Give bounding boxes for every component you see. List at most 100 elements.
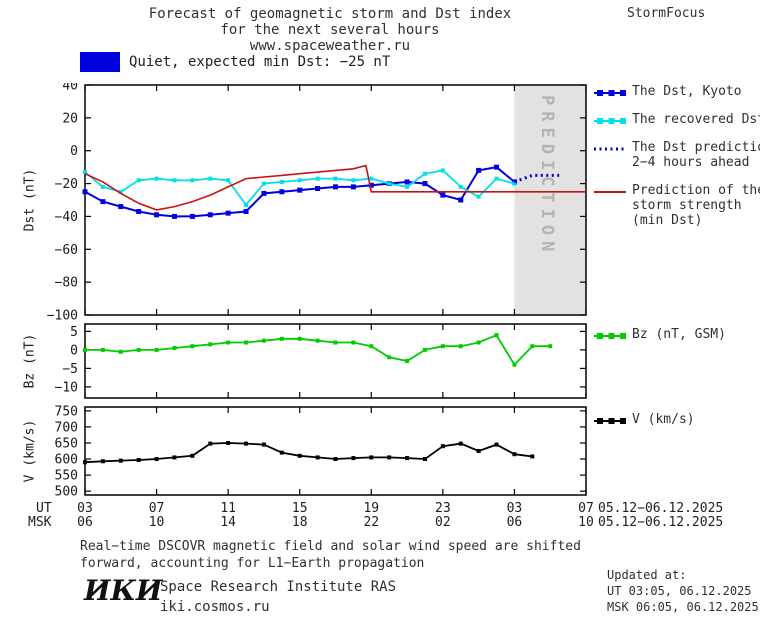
x-tick-label: 10	[578, 515, 594, 530]
marker-dst-kyoto	[476, 167, 482, 173]
updated-time-ut: UT 03:05, 06.12.2025	[607, 584, 752, 598]
legend-swatch-bz	[594, 333, 626, 339]
ut-tick-row: UT 05.12−06.12.2025 03 07 11 15 19 23 03 07	[0, 501, 760, 517]
marker-dst-kyoto	[100, 199, 106, 205]
marker-recovered-dst	[279, 179, 284, 184]
marker-v	[279, 450, 284, 455]
legend-item-v: V (km/s)	[594, 412, 695, 427]
updated-block: Updated at: UT 03:05, 06.12.2025 MSK 06:…	[607, 567, 759, 615]
msk-axis-name: MSK	[28, 515, 52, 530]
bz-chart: 5 0 −5 −10	[55, 323, 587, 399]
x-tick-label: 14	[220, 515, 236, 530]
y-tick-label: 550	[55, 469, 78, 484]
legend-label-storm-strength: Prediction of the storm strength (min Dst)	[632, 183, 760, 228]
y-tick-label: −60	[55, 243, 78, 258]
x-tick-label: 11	[220, 501, 236, 516]
marker-bz	[261, 338, 266, 343]
x-tick-label: 07	[578, 501, 594, 516]
dst-axis-label: Dst (nT)	[22, 168, 38, 232]
marker-bz	[405, 359, 410, 363]
marker-dst-kyoto	[82, 189, 88, 195]
plot-frame	[84, 84, 587, 316]
legend-swatch-recovered-dst	[594, 118, 626, 124]
storm-level-swatch	[80, 52, 120, 72]
marker-dst-kyoto	[368, 182, 374, 188]
marker-bz	[458, 344, 463, 349]
marker-dst-kyoto	[440, 192, 446, 198]
marker-bz	[172, 346, 177, 351]
y-tick-label: 0	[70, 343, 78, 358]
marker-bz	[476, 340, 481, 345]
y-tick-label: 0	[70, 144, 78, 159]
marker-recovered-dst	[297, 178, 302, 183]
marker-v	[118, 458, 123, 463]
ut-date-range: 05.12−06.12.2025	[598, 501, 724, 516]
updated-label: Updated at:	[607, 568, 687, 582]
marker-bz	[530, 344, 535, 349]
marker-dst-kyoto	[458, 197, 464, 203]
marker-recovered-dst	[172, 178, 177, 183]
marker-recovered-dst	[100, 184, 105, 189]
marker-bz	[422, 347, 427, 352]
marker-dst-kyoto	[494, 164, 500, 170]
marker-v	[458, 441, 463, 446]
marker-dst-kyoto	[279, 189, 285, 195]
marker-bz	[369, 344, 374, 349]
site-url[interactable]: www.spaceweather.ru	[249, 38, 411, 54]
institute-name: Space Research Institute RAS	[160, 579, 397, 595]
x-tick-label: 15	[291, 501, 308, 516]
x-tick-label: 06	[506, 515, 523, 530]
x-tick-label: 23	[435, 501, 451, 516]
marker-recovered-dst	[83, 170, 87, 175]
marker-bz	[100, 347, 105, 352]
v-legend: V (km/s)	[594, 412, 695, 440]
legend-swatch-storm-strength	[594, 191, 626, 193]
bz-axis-label: Bz (nT)	[22, 333, 38, 389]
marker-v	[440, 444, 445, 449]
legend-swatch-dst-kyoto	[594, 90, 626, 96]
marker-bz	[333, 340, 338, 345]
marker-recovered-dst	[333, 176, 338, 181]
marker-recovered-dst	[315, 176, 320, 181]
marker-bz	[226, 340, 231, 345]
legend-label-bz: Bz (nT, GSM)	[632, 327, 726, 342]
marker-recovered-dst	[118, 189, 123, 194]
y-tick-label: −40	[55, 210, 78, 225]
marker-dst-kyoto	[118, 204, 124, 210]
marker-recovered-dst	[512, 181, 517, 186]
marker-recovered-dst	[494, 176, 499, 181]
marker-bz	[244, 340, 249, 345]
marker-v	[226, 440, 231, 445]
ut-axis-name: UT	[36, 501, 52, 516]
marker-v	[190, 453, 195, 458]
v-axis-label: V (km/s)	[22, 419, 38, 483]
iki-logo: ИКИ	[84, 574, 163, 607]
y-tick-label: −80	[55, 276, 78, 291]
legend-item-dst-kyoto: The Dst, Kyoto	[594, 84, 760, 99]
legend-label-recovered-dst: The recovered Dst	[632, 112, 760, 127]
marker-dst-kyoto	[422, 181, 428, 187]
footer-note-line-1: Real−time DSCOVR magnetic field and sola…	[80, 539, 581, 554]
marker-dst-kyoto	[261, 190, 267, 196]
y-tick-label: −20	[55, 177, 78, 192]
marker-recovered-dst	[244, 202, 249, 207]
marker-bz	[154, 347, 159, 352]
marker-bz	[118, 349, 123, 354]
marker-recovered-dst	[369, 176, 374, 181]
marker-v	[512, 452, 517, 457]
msk-tick-row: MSK 05.12−06.12.2025 06 10 14 18 22 02 06 10	[0, 515, 760, 531]
y-tick-label: −5	[62, 362, 78, 377]
marker-v	[315, 455, 320, 460]
marker-v	[136, 457, 141, 462]
legend-item-dst-prediction: The Dst prediction 2−4 hours ahead	[594, 140, 760, 170]
institute-site[interactable]: iki.cosmos.ru	[160, 599, 270, 615]
x-tick-label: 18	[291, 515, 308, 530]
marker-bz	[351, 340, 356, 345]
marker-dst-kyoto	[225, 210, 231, 216]
marker-dst-kyoto	[297, 187, 303, 193]
brand-label: StormFocus	[627, 6, 706, 21]
footer-note-line-2: forward, accounting for L1−Earth propaga…	[80, 556, 425, 571]
plot-frame	[84, 323, 587, 399]
marker-v	[261, 442, 266, 447]
